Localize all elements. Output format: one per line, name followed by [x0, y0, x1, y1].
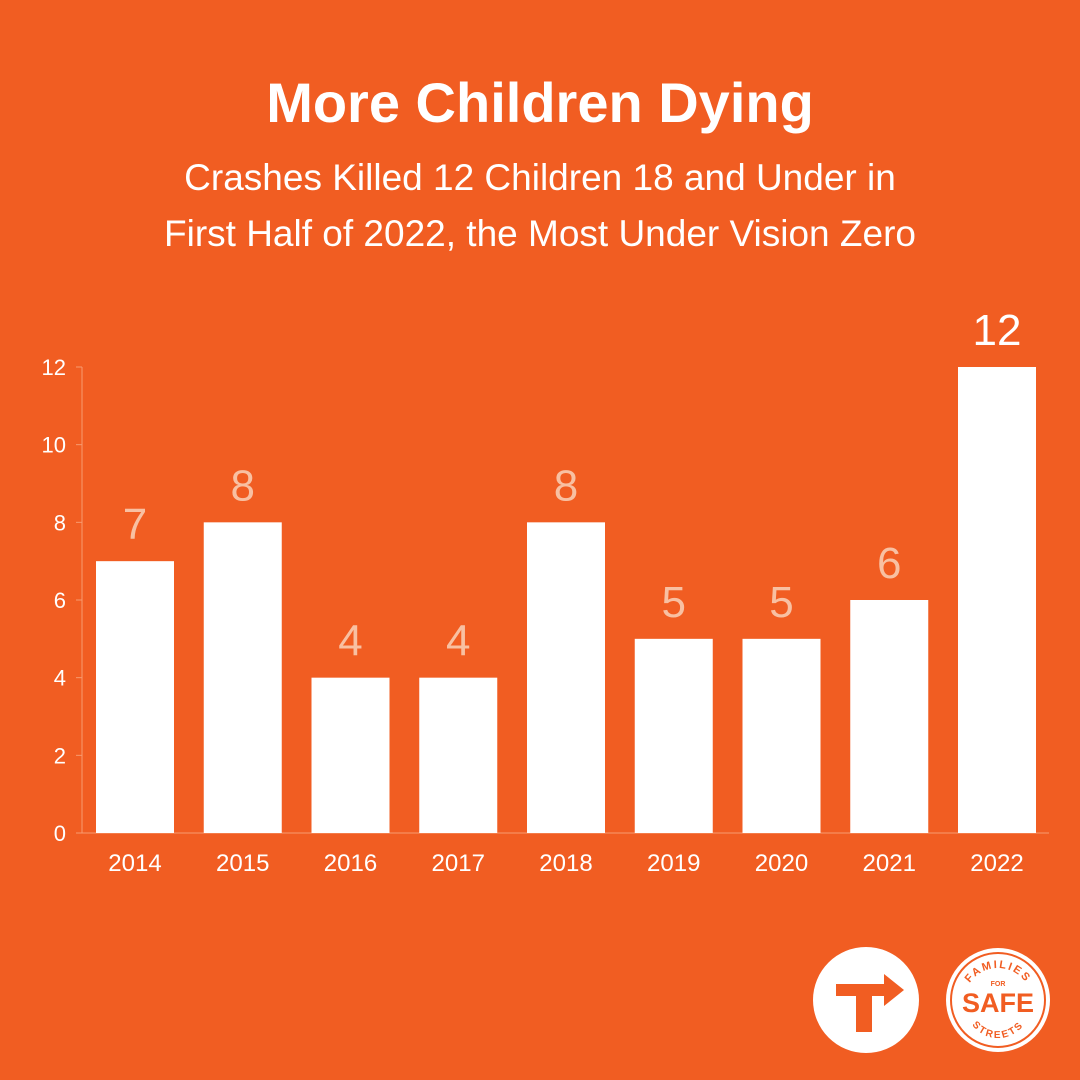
- chart-subtitle: Crashes Killed 12 Children 18 and Under …: [0, 150, 1080, 262]
- y-tick-label: 0: [54, 821, 66, 846]
- ffss-text-for: FOR: [991, 981, 1006, 988]
- bar-2020: [742, 638, 821, 833]
- ffss-text-safe: SAFE: [962, 988, 1034, 1018]
- x-tick-label-2015: 2015: [216, 850, 269, 877]
- subtitle-line-1: Crashes Killed 12 Children 18 and Under …: [184, 157, 896, 198]
- data-label-2015: 8: [231, 461, 255, 510]
- bar-2015: [203, 522, 282, 833]
- bar-2022: [958, 367, 1036, 833]
- families-for-safe-streets-logo: FAMILIES FOR SAFE STREETS: [946, 948, 1050, 1052]
- x-tick-label-2016: 2016: [324, 850, 377, 877]
- data-label-2020: 5: [769, 578, 793, 627]
- y-tick-label: 6: [54, 588, 66, 613]
- data-label-2016: 4: [338, 617, 362, 666]
- chart-title: More Children Dying: [266, 71, 814, 134]
- x-tick-label-2018: 2018: [539, 850, 592, 877]
- ffss-logo-circle: [946, 948, 1050, 1052]
- label-layer: 2014 7 2015 8 2016 4 2017 4 2018 8 2019 5 2020 5 2021 6…: [108, 306, 1023, 877]
- bar-2018: [527, 522, 605, 833]
- y-tick-label: 2: [54, 743, 66, 768]
- bar-2014: [96, 561, 174, 833]
- subtitle-line-2: First Half of 2022, the Most Under Visio…: [164, 213, 916, 254]
- x-tick-label-2021: 2021: [863, 850, 916, 877]
- x-tick-label-2020: 2020: [755, 850, 808, 877]
- bar-2016: [311, 677, 390, 833]
- data-label-2017: 4: [446, 617, 470, 666]
- x-tick-label-2017: 2017: [432, 850, 485, 877]
- x-tick-label-2019: 2019: [647, 850, 700, 877]
- data-label-2019: 5: [662, 578, 686, 627]
- bar-layer: [96, 367, 1036, 833]
- bar-2019: [634, 638, 713, 833]
- turn-arrow-icon: [836, 974, 904, 1032]
- y-tick-label: 10: [42, 433, 66, 458]
- y-tick-label: 8: [54, 510, 66, 535]
- y-tick-label: 12: [42, 355, 66, 380]
- bar-2017: [419, 677, 498, 833]
- data-label-2021: 6: [877, 539, 901, 588]
- x-tick-label-2014: 2014: [108, 850, 161, 877]
- x-tick-label-2022: 2022: [970, 850, 1023, 877]
- y-tick-label: 4: [54, 666, 66, 691]
- data-label-2022: 12: [973, 306, 1022, 355]
- data-label-2018: 8: [554, 461, 578, 510]
- ffss-logo-ring: [950, 952, 1046, 1048]
- data-label-2014: 7: [123, 500, 147, 549]
- transportation-alternatives-logo: [813, 947, 919, 1053]
- bar-2021: [850, 600, 929, 833]
